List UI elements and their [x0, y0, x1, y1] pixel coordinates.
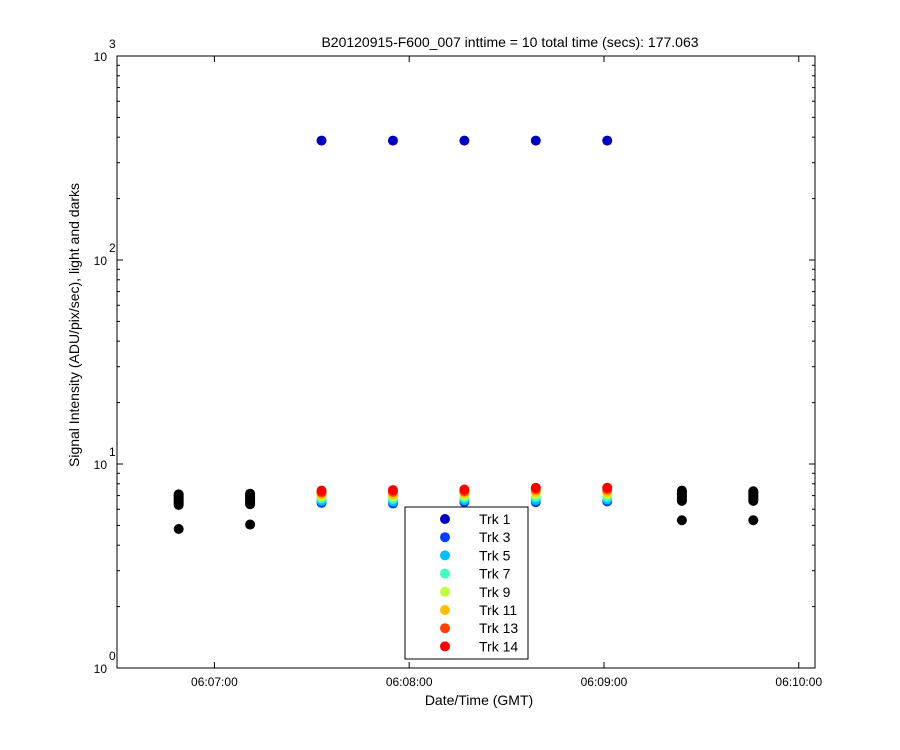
point-trk-1	[530, 135, 541, 146]
legend-label: Trk 7	[479, 566, 511, 582]
y-tick-exponent: 0	[109, 649, 116, 663]
legend-marker	[440, 641, 450, 652]
y-tick-exponent: 2	[109, 241, 116, 255]
legend-label: Trk 3	[479, 529, 511, 545]
point-trk-14	[602, 482, 613, 493]
dark-point	[173, 524, 184, 535]
axis-ticks: 06:07:00 06:08:00 06:09:00 06:10:0010010110…	[94, 37, 823, 689]
legend-box	[404, 506, 529, 660]
y-tick-exponent: 3	[109, 37, 116, 51]
legend-marker	[440, 532, 450, 543]
dark-point	[676, 485, 687, 496]
legend-label: Trk 5	[479, 547, 511, 563]
dark-point	[676, 515, 687, 526]
legend-marker	[440, 586, 450, 597]
y-tick-label: 10	[94, 254, 108, 268]
point-trk-1	[459, 135, 470, 146]
legend-label: Trk 11	[479, 602, 517, 618]
y-tick-label: 10	[94, 50, 108, 64]
legend-label: Trk 13	[479, 620, 518, 636]
x-tick-label: 06:07:00	[191, 675, 238, 689]
dark-point	[748, 515, 759, 526]
dark-point	[173, 489, 184, 500]
y-tick-label: 10	[94, 662, 108, 676]
legend: Trk 1 Trk 3 Trk 5 Trk 7 Trk 9 Trk 11 Trk 13 Trk…	[404, 506, 529, 660]
point-trk-14	[316, 485, 327, 496]
legend-marker	[440, 568, 450, 579]
legend-marker	[440, 623, 450, 634]
x-tick-label: 06:09:00	[581, 675, 628, 689]
point-trk-1	[316, 135, 327, 146]
point-trk-14	[387, 485, 398, 496]
data-points	[173, 135, 759, 535]
point-trk-14	[459, 484, 470, 495]
y-tick-exponent: 1	[109, 445, 116, 459]
dark-point	[748, 486, 759, 497]
x-axis-label: Date/Time (GMT)	[425, 692, 533, 708]
legend-label: Trk 14	[479, 638, 518, 654]
y-tick-label: 10	[94, 458, 108, 472]
legend-marker	[440, 514, 450, 524]
y-axis-label: Signal Intensity (ADU/pix/sec), light an…	[66, 183, 82, 467]
dark-point	[245, 519, 256, 530]
legend-marker	[440, 605, 450, 615]
point-trk-1	[387, 135, 398, 146]
legend-marker	[440, 550, 450, 561]
plot-frame	[116, 55, 816, 669]
point-trk-14	[530, 482, 541, 493]
x-tick-label: 06:08:00	[386, 675, 433, 689]
chart-title: B20120915-F600_007 inttime = 10 total ti…	[321, 34, 698, 50]
x-tick-label: 06:10:00	[775, 675, 822, 689]
dark-point	[245, 488, 256, 499]
legend-label: Trk 1	[479, 511, 511, 527]
point-trk-1	[602, 135, 613, 146]
legend-label: Trk 9	[479, 584, 511, 600]
